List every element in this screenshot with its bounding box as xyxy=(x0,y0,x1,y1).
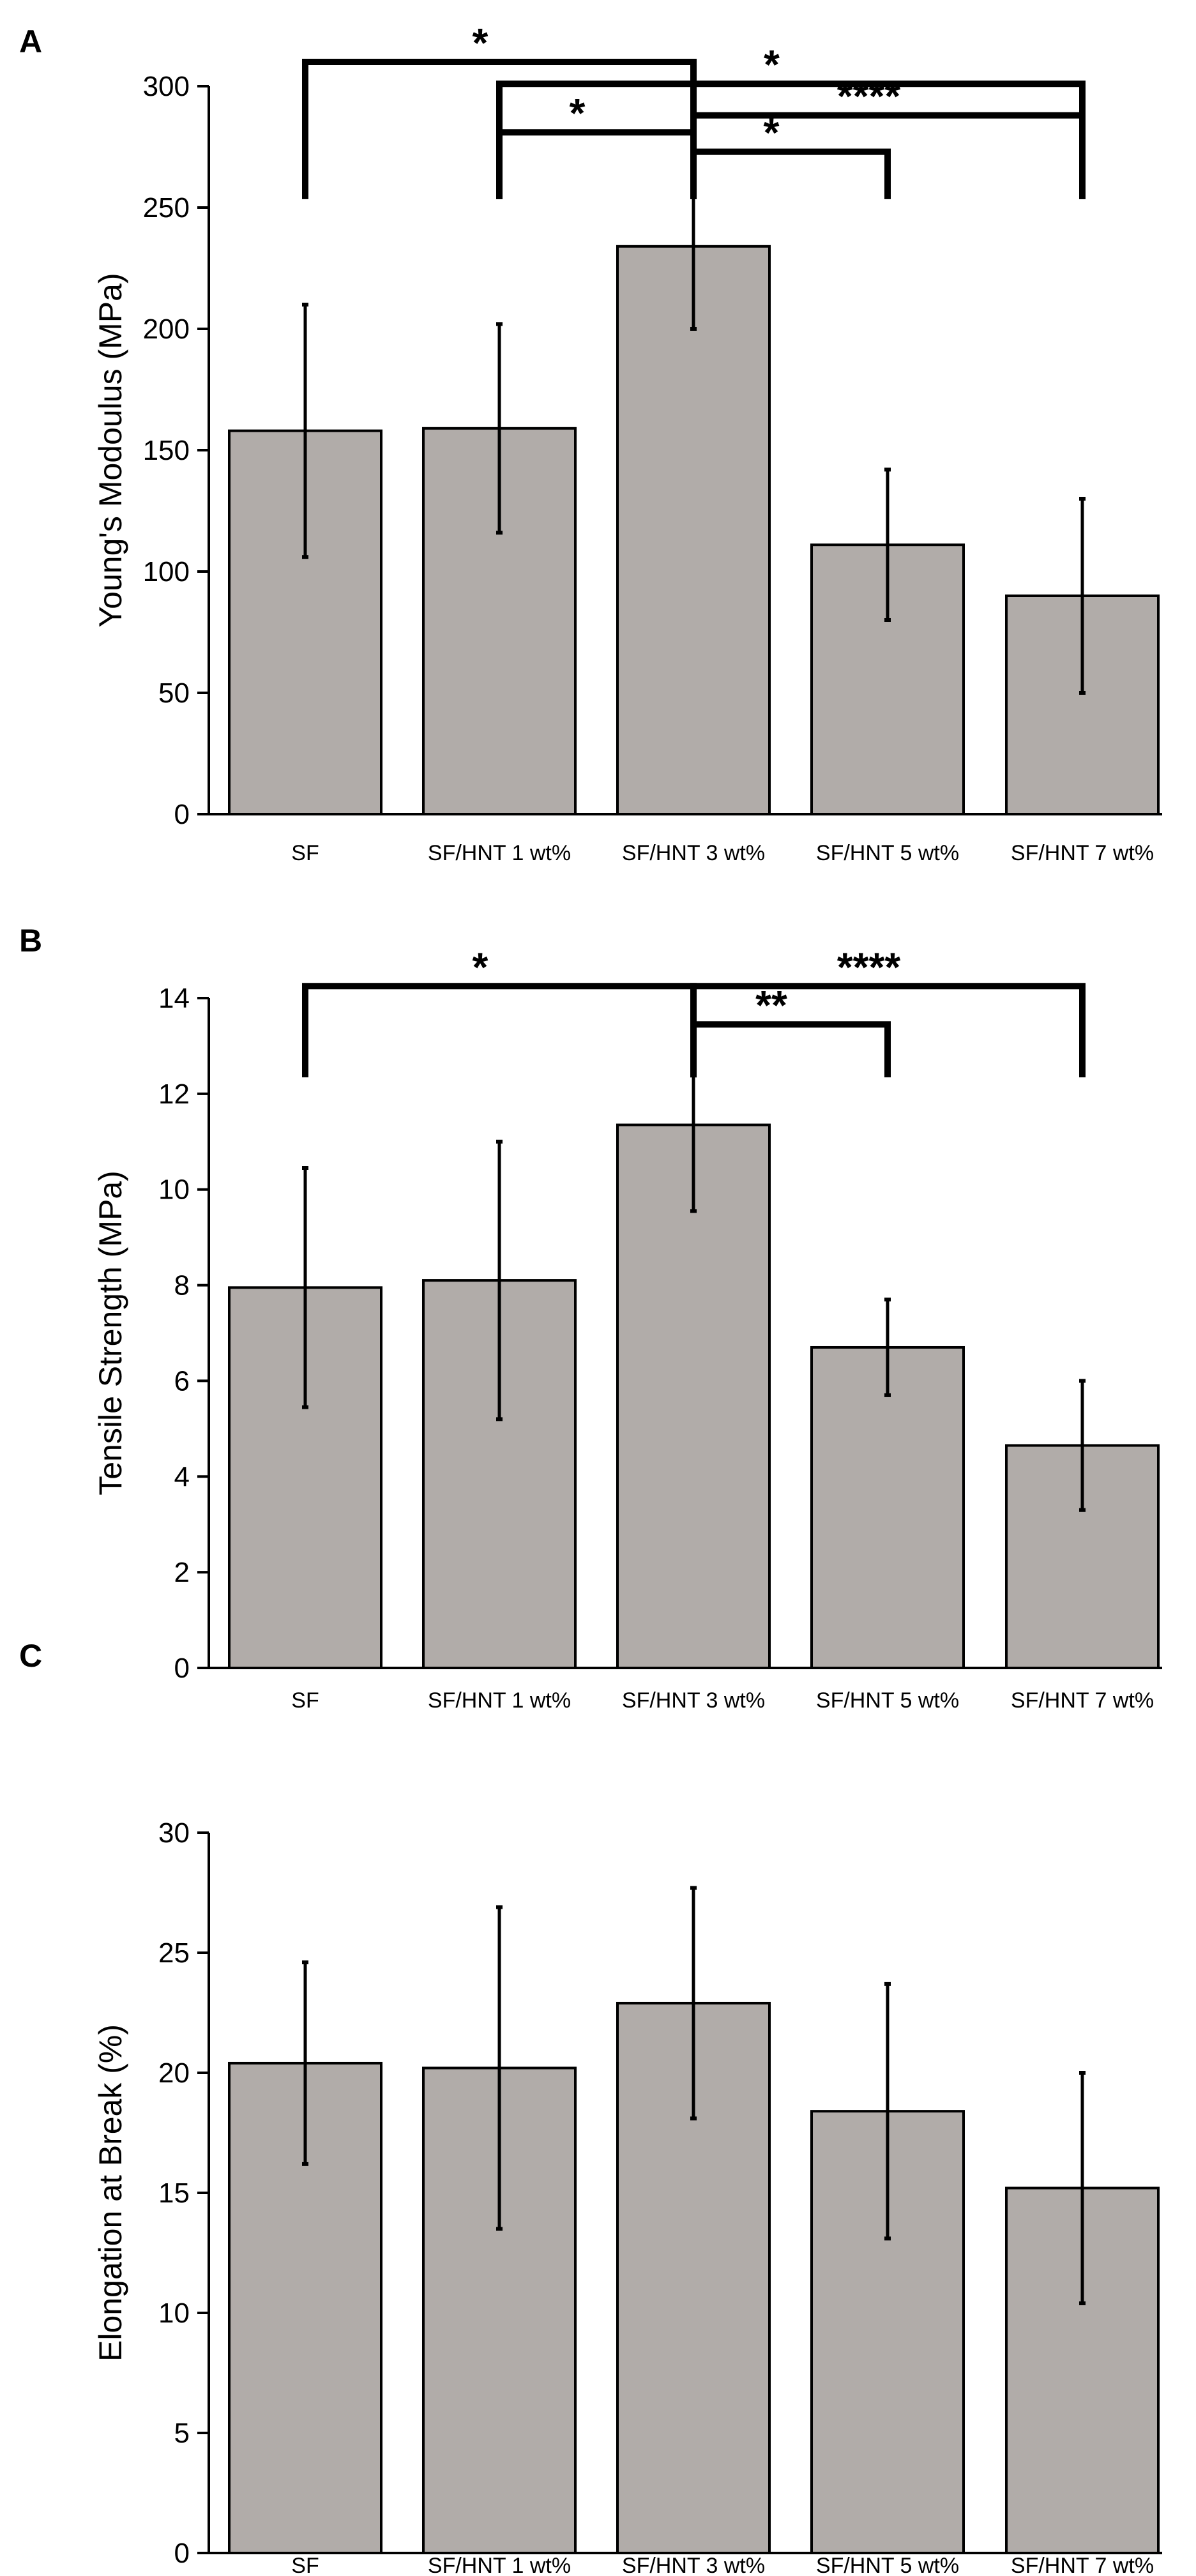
significance-bracket xyxy=(690,1021,891,1078)
x-tick-label: SF/HNT 5 wt% xyxy=(816,2554,959,2576)
panel-a: A Young's Modoulus (MPa) 0 50 100 150 200 250 30… xyxy=(19,20,1162,865)
significance-bracket xyxy=(302,983,697,1078)
significance-label: ** xyxy=(755,982,787,1028)
y-tick-label: 300 xyxy=(143,71,190,102)
y-tick-label: 12 xyxy=(158,1079,190,1110)
significance-label: **** xyxy=(837,73,901,119)
x-tick-label: SF/HNT 7 wt% xyxy=(1011,841,1154,865)
y-tick-label: 4 xyxy=(174,1461,190,1492)
x-tick-label: SF/HNT 7 wt% xyxy=(1011,1688,1154,1713)
y-tick-label: 5 xyxy=(174,2418,190,2449)
y-tick-label: 8 xyxy=(174,1270,190,1301)
significance-bracket xyxy=(690,148,891,199)
panel-letter: A xyxy=(19,24,42,59)
x-tick-label: SF/HNT 3 wt% xyxy=(622,1688,765,1713)
y-tick-label: 0 xyxy=(174,799,190,830)
y-tick-label: 100 xyxy=(143,556,190,587)
significance-label: **** xyxy=(837,944,901,990)
panel-c: C Elongation at Break (%) 0 5 10 15 20 25 30 SF SF… xyxy=(19,1638,1162,2576)
significance-bracket xyxy=(496,80,1086,199)
y-tick-label: 2 xyxy=(174,1557,190,1588)
y-axis-label: Tensile Strength (MPa) xyxy=(93,1171,128,1496)
significance-label: * xyxy=(473,20,488,66)
y-tick-label: 200 xyxy=(143,314,190,345)
y-tick-label: 150 xyxy=(143,435,190,466)
y-tick-label: 14 xyxy=(158,983,190,1014)
x-tick-label: SF/HNT 1 wt% xyxy=(428,1688,571,1713)
x-tick-label: SF/HNT 5 wt% xyxy=(816,1688,959,1713)
y-axis-label: Elongation at Break (%) xyxy=(93,2024,128,2361)
y-tick-label: 20 xyxy=(158,2057,190,2089)
y-axis-label: Young's Modoulus (MPa) xyxy=(93,273,128,627)
panel-letter: B xyxy=(19,923,42,958)
panel-b: B Tensile Strength (MPa) 0 2 4 6 8 10 12 14 SF SF/H… xyxy=(19,923,1162,1713)
significance-label: * xyxy=(570,90,586,136)
y-tick-label: 25 xyxy=(158,1937,190,1969)
y-tick-label: 15 xyxy=(158,2178,190,2209)
y-tick-label: 10 xyxy=(158,2298,190,2329)
panel-letter: C xyxy=(19,1638,42,1674)
y-tick-label: 50 xyxy=(158,678,190,709)
x-tick-label: SF/HNT 3 wt% xyxy=(622,2554,765,2576)
y-tick-label: 250 xyxy=(143,192,190,224)
significance-label: * xyxy=(764,42,780,87)
y-tick-label: 0 xyxy=(174,2538,190,2569)
x-tick-label: SF xyxy=(291,841,319,865)
y-tick-label: 0 xyxy=(174,1653,190,1684)
y-tick-label: 6 xyxy=(174,1365,190,1397)
x-tick-label: SF xyxy=(291,1688,319,1713)
significance-label: * xyxy=(764,110,780,156)
x-tick-label: SF/HNT 3 wt% xyxy=(622,841,765,865)
x-tick-label: SF xyxy=(291,2554,319,2576)
bar xyxy=(616,245,771,815)
y-tick-label: 10 xyxy=(158,1174,190,1206)
x-tick-label: SF/HNT 5 wt% xyxy=(816,841,959,865)
significance-label: * xyxy=(473,944,488,990)
x-tick-label: SF/HNT 1 wt% xyxy=(428,2554,571,2576)
x-tick-label: SF/HNT 7 wt% xyxy=(1011,2554,1154,2576)
significance-bracket xyxy=(496,129,697,199)
bar xyxy=(616,1123,771,1669)
x-tick-label: SF/HNT 1 wt% xyxy=(428,841,571,865)
y-tick-label: 30 xyxy=(158,1817,190,1849)
